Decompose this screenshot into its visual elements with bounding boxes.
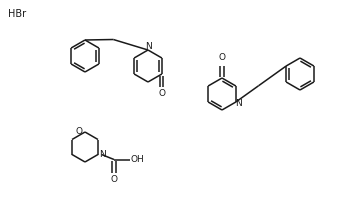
Text: O: O — [158, 90, 165, 99]
Text: O: O — [219, 53, 225, 62]
Text: HBr: HBr — [8, 9, 26, 19]
Text: O: O — [76, 128, 83, 136]
Text: N: N — [99, 150, 106, 159]
Text: O: O — [110, 175, 118, 184]
Text: OH: OH — [131, 155, 145, 164]
Text: N: N — [144, 42, 151, 51]
Text: N: N — [236, 99, 242, 108]
